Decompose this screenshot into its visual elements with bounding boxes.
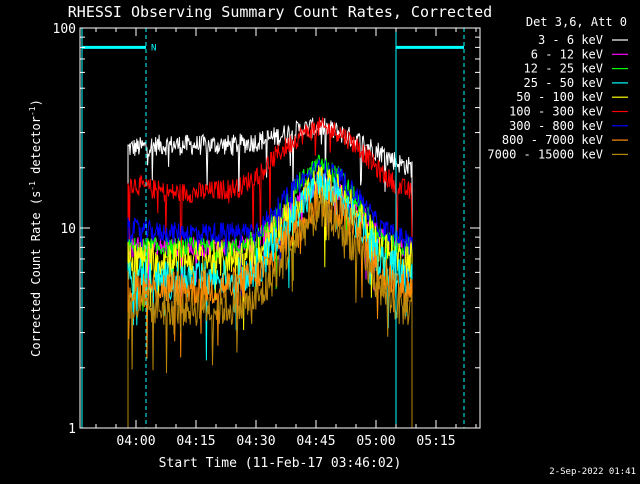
x-tick-label: 04:15 bbox=[176, 434, 215, 449]
axes: 04:00 04:15 04:30 04:45 05:00 05:15 1 10 100 bbox=[53, 22, 481, 449]
series-line-800-7000-kev bbox=[127, 183, 413, 428]
series-line-50-100-kev bbox=[127, 165, 413, 428]
x-tick-label: 04:00 bbox=[116, 434, 155, 449]
footer-timestamp: 2-Sep-2022 01:41 bbox=[549, 467, 636, 477]
series-line-300-800-kev bbox=[127, 159, 413, 428]
y-axis-label-main: Corrected Count Rate (s bbox=[29, 191, 43, 357]
legend-label: 3 - 6 keV bbox=[538, 33, 603, 47]
legend-label: 50 - 100 keV bbox=[516, 90, 603, 104]
chart-title: RHESSI Observing Summary Count Rates, Co… bbox=[68, 3, 492, 21]
series-line-3-6-kev bbox=[127, 117, 413, 428]
x-axis-label: Start Time (11-Feb-17 03:46:02) bbox=[159, 456, 402, 471]
legend-label: 800 - 7000 keV bbox=[502, 133, 603, 147]
y-tick-label: 10 bbox=[60, 222, 76, 237]
legend-label: 12 - 25 keV bbox=[524, 62, 603, 76]
y-axis-label-sup1: -1 bbox=[28, 181, 37, 191]
y-tick-label: 1 bbox=[68, 422, 76, 437]
legend-label: 100 - 300 keV bbox=[509, 105, 603, 119]
x-tick-label: 05:15 bbox=[416, 434, 455, 449]
legend-label: 300 - 800 keV bbox=[509, 119, 603, 133]
marker-label: N bbox=[151, 43, 156, 53]
legend-label: 7000 - 15000 keV bbox=[487, 147, 603, 161]
x-tick-label: 04:45 bbox=[296, 434, 335, 449]
x-tick-label: 05:00 bbox=[356, 434, 395, 449]
legend-label: 25 - 50 keV bbox=[524, 76, 603, 90]
legend-label: 6 - 12 keV bbox=[531, 47, 603, 61]
x-tick-label: 04:30 bbox=[236, 434, 275, 449]
plot-area bbox=[127, 117, 413, 428]
series-line-7000-15000-kev bbox=[127, 194, 413, 428]
legend-title: Det 3,6, Att 0 bbox=[526, 15, 627, 29]
y-tick-label: 100 bbox=[53, 22, 76, 37]
y-axis-label: Corrected Count Rate (s-1 detector-1) bbox=[28, 99, 43, 357]
y-axis-label-sup2: -1 bbox=[28, 106, 37, 116]
y-axis-label-mid: detector bbox=[29, 116, 43, 181]
y-axis-label-end: ) bbox=[29, 99, 43, 106]
